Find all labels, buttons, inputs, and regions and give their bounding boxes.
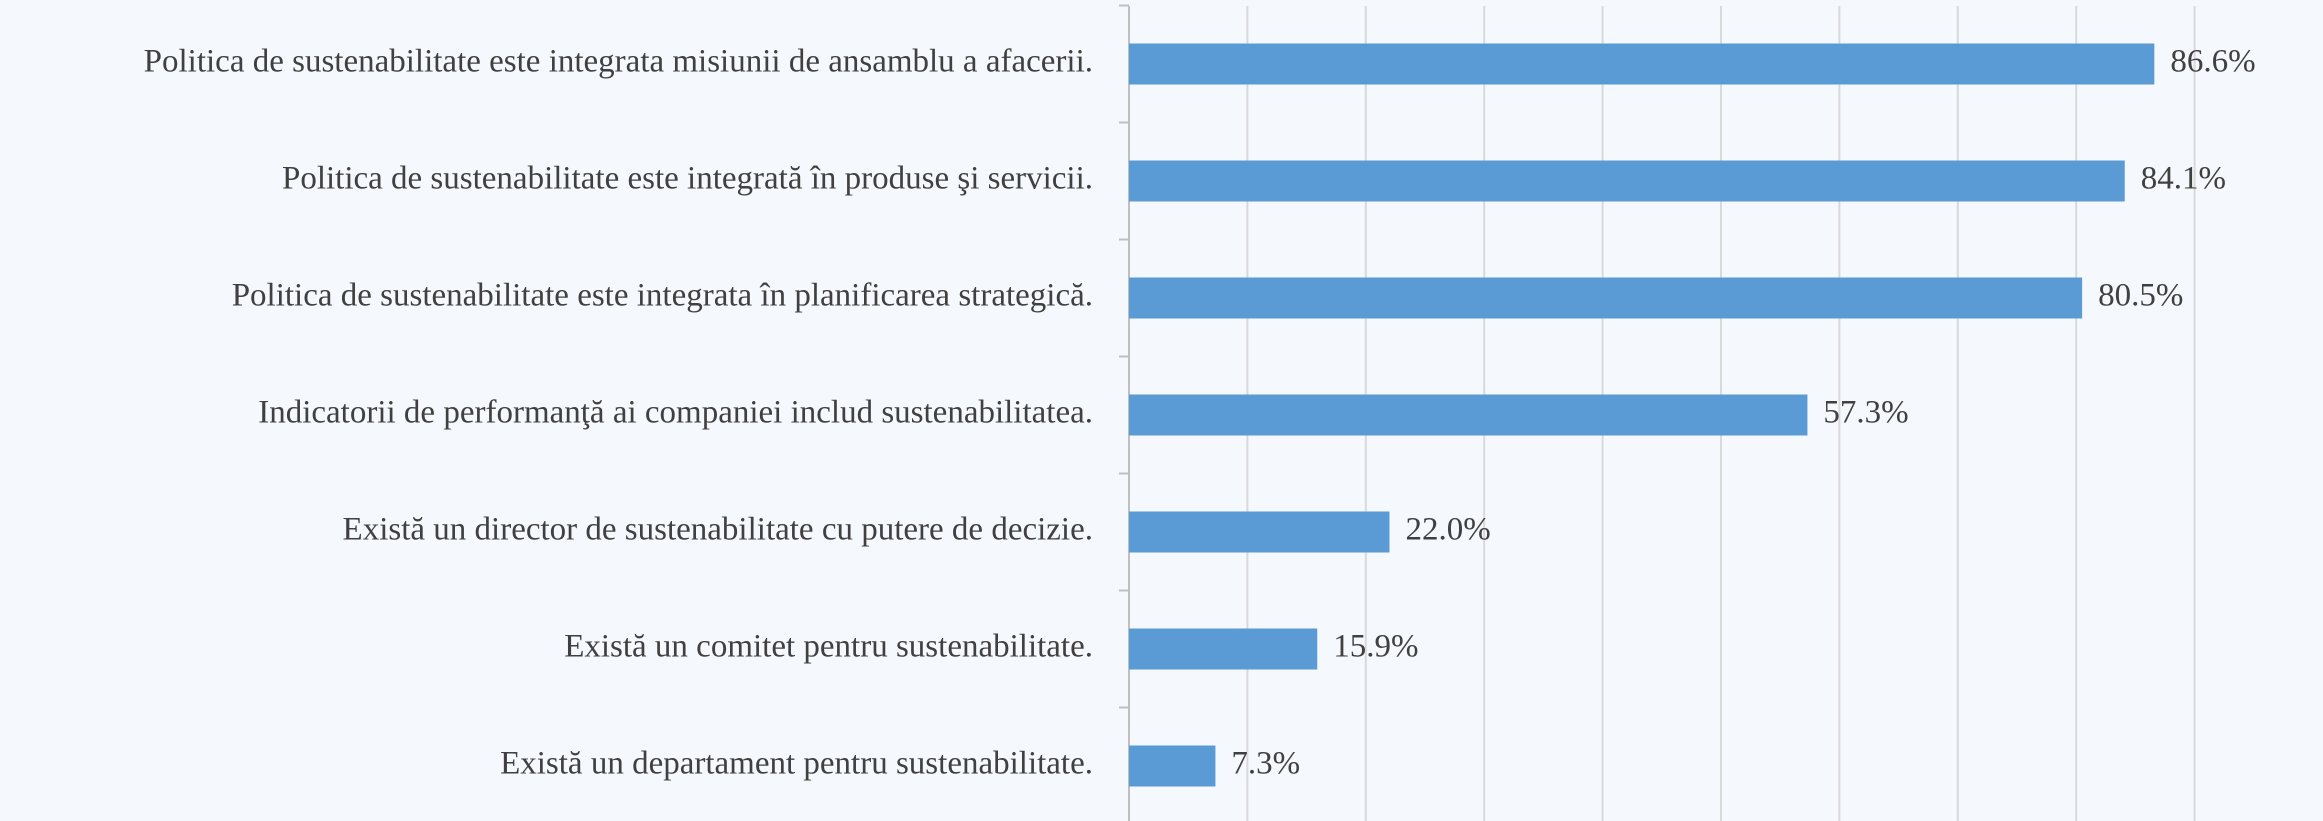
- bar: [1129, 394, 1808, 436]
- bar: [1129, 745, 1216, 787]
- value-label: 86.6%: [2170, 44, 2255, 80]
- bar: [1129, 511, 1390, 553]
- bar: [1129, 277, 2083, 319]
- bar: [1129, 628, 1318, 670]
- value-label: 84.1%: [2141, 161, 2226, 197]
- category-label: Există un director de sustenabilitate cu…: [343, 512, 1093, 548]
- category-label: Politica de sustenabilitate este integra…: [282, 161, 1093, 197]
- bar: [1129, 43, 2155, 85]
- category-label: Politica de sustenabilitate este integra…: [144, 44, 1093, 80]
- bar: [1129, 160, 2125, 202]
- value-label: 57.3%: [1823, 395, 1908, 431]
- value-label: 80.5%: [2098, 278, 2183, 314]
- value-label: 7.3%: [1231, 746, 1300, 782]
- category-label: Există un departament pentru sustenabili…: [500, 746, 1093, 782]
- value-label: 22.0%: [1405, 512, 1490, 548]
- value-label: 15.9%: [1333, 629, 1418, 665]
- category-label: Există un comitet pentru sustenabilitate…: [564, 629, 1093, 665]
- category-label: Indicatorii de performanţă ai companiei …: [258, 395, 1093, 431]
- category-label: Politica de sustenabilitate este integra…: [232, 278, 1093, 314]
